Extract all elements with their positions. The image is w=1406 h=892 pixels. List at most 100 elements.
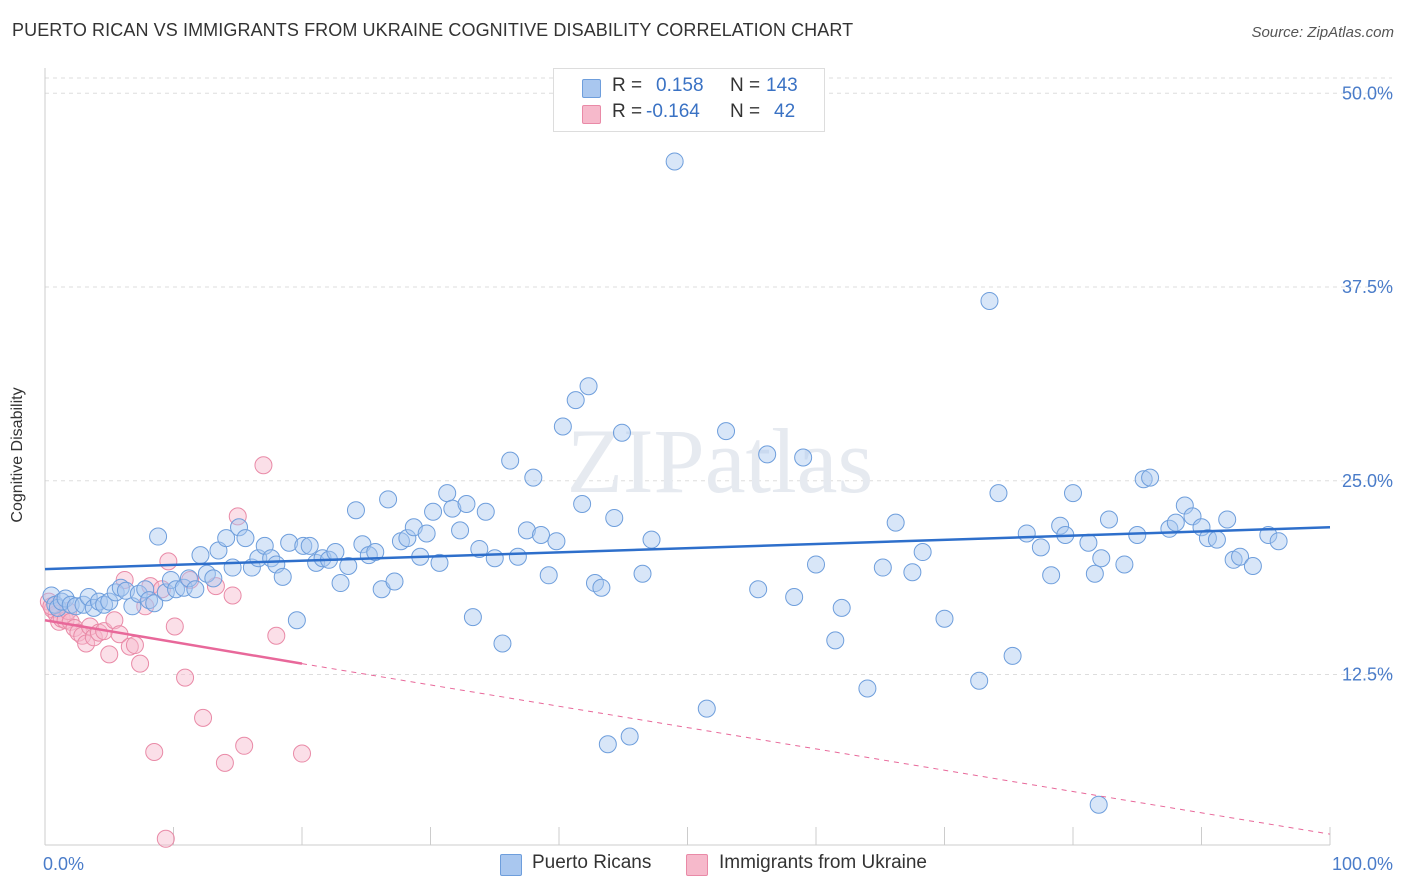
legend-swatch-ukraine <box>582 105 601 124</box>
legend-r-label: R = <box>612 75 643 96</box>
data-point-puerto-rican <box>385 572 404 591</box>
data-point-ukraine <box>267 626 286 645</box>
legend-n-value: 42 <box>774 101 796 122</box>
data-point-puerto-rican <box>989 484 1008 503</box>
data-point-puerto-rican <box>438 484 457 503</box>
data-point-puerto-rican <box>204 569 223 588</box>
y-tick-label: 37.5% <box>1342 277 1393 297</box>
y-tick-label: 12.5% <box>1342 665 1393 685</box>
source-label: Source: ZipAtlas.com <box>1251 24 1394 41</box>
data-point-puerto-rican <box>1092 549 1111 568</box>
data-point-puerto-rican <box>1218 510 1237 529</box>
data-point-puerto-rican <box>642 530 661 549</box>
watermark: ZIPatlas <box>567 410 874 512</box>
data-point-ukraine <box>125 636 144 655</box>
data-point-puerto-rican <box>873 558 892 577</box>
data-point-puerto-rican <box>633 564 652 583</box>
data-point-puerto-rican <box>665 152 684 171</box>
data-point-puerto-rican <box>547 532 566 551</box>
data-point-puerto-rican <box>1141 468 1160 487</box>
data-point-puerto-rican <box>197 564 216 583</box>
data-point-puerto-rican <box>1259 526 1278 544</box>
legend-r-label: R = <box>612 101 643 122</box>
data-point-ukraine <box>215 753 234 772</box>
data-point-puerto-rican <box>1031 538 1050 557</box>
data-point-puerto-rican <box>417 524 436 543</box>
data-point-puerto-rican <box>424 502 443 521</box>
data-point-ukraine <box>165 617 184 636</box>
data-point-puerto-rican <box>1166 513 1185 532</box>
data-point-puerto-rican <box>620 727 639 746</box>
data-point-ukraine <box>223 586 242 605</box>
data-point-puerto-rican <box>903 563 922 582</box>
data-point-puerto-rican <box>236 529 255 548</box>
legend-label-puerto-ricans: Puerto Ricans <box>532 852 652 873</box>
data-point-puerto-rican <box>129 584 148 603</box>
data-point-puerto-rican <box>858 679 877 698</box>
data-point-puerto-rican <box>217 529 236 548</box>
data-point-puerto-rican <box>524 468 543 487</box>
data-point-puerto-rican <box>1134 470 1153 489</box>
data-point-puerto-rican <box>443 499 462 518</box>
data-point-puerto-rican <box>430 553 449 572</box>
data-point-puerto-rican <box>749 580 768 599</box>
data-point-puerto-rican <box>532 526 551 544</box>
data-point-puerto-rican <box>111 578 130 597</box>
data-point-puerto-rican <box>579 377 598 396</box>
data-point-puerto-rican <box>717 422 736 441</box>
data-point-puerto-rican <box>331 574 350 593</box>
data-point-puerto-rican <box>794 448 813 467</box>
legend-label-ukraine: Immigrants from Ukraine <box>719 852 927 873</box>
chart-title: PUERTO RICAN VS IMMIGRANTS FROM UKRAINE … <box>12 20 854 40</box>
legend-swatch-puerto-ricans <box>500 854 522 876</box>
y-tick-labels: 12.5% 25.0% 37.5% 50.0% <box>1342 83 1393 684</box>
data-point-puerto-rican <box>1042 566 1061 585</box>
data-point-ukraine <box>145 743 164 761</box>
gridlines <box>45 77 1392 675</box>
data-point-puerto-rican <box>379 490 398 509</box>
data-point-puerto-rican <box>95 595 114 614</box>
data-point-ukraine <box>293 744 311 763</box>
data-point-puerto-rican <box>294 536 313 555</box>
data-point-puerto-rican <box>179 569 198 588</box>
data-point-puerto-rican <box>339 557 358 575</box>
data-point-puerto-rican <box>605 508 624 527</box>
data-point-puerto-rican <box>463 608 482 627</box>
data-point-puerto-rican <box>553 417 572 436</box>
data-point-puerto-rican <box>980 291 999 310</box>
data-point-ukraine <box>176 668 195 687</box>
data-point-puerto-rican <box>1064 484 1082 503</box>
trend-lines <box>44 526 1331 835</box>
data-point-puerto-rican <box>1051 516 1070 535</box>
x-tick-label: 0.0% <box>43 854 84 874</box>
data-point-ukraine <box>100 645 119 664</box>
legend-n-value: 143 <box>766 75 798 96</box>
data-point-puerto-rican <box>100 592 119 611</box>
data-point-puerto-rican <box>136 580 155 599</box>
y-tick-label: 25.0% <box>1342 471 1393 491</box>
data-point-puerto-rican <box>457 495 476 513</box>
data-point-puerto-rican <box>1079 533 1098 552</box>
data-point-puerto-rican <box>913 543 932 562</box>
legend-r-value: -0.164 <box>646 101 700 122</box>
data-point-puerto-rican <box>451 521 470 540</box>
data-point-puerto-rican <box>935 609 954 628</box>
data-point-puerto-rican <box>79 588 98 606</box>
data-point-ukraine <box>105 611 124 630</box>
data-point-puerto-rican <box>970 671 989 690</box>
data-point-puerto-rican <box>758 445 777 464</box>
data-point-puerto-rican <box>1269 532 1288 551</box>
data-point-puerto-rican <box>1243 557 1262 575</box>
data-point-puerto-rican <box>280 533 299 552</box>
data-point-puerto-rican <box>573 495 592 513</box>
data-point-puerto-rican <box>592 578 611 597</box>
data-point-puerto-rican <box>89 592 108 611</box>
data-point-puerto-rican <box>697 699 716 718</box>
y-tick-label: 50.0% <box>1342 83 1393 103</box>
data-point-puerto-rican <box>1198 529 1217 548</box>
x-tick-labels: 0.0% 100.0% <box>43 854 1393 874</box>
data-point-puerto-rican <box>191 546 210 565</box>
data-point-puerto-rican <box>66 597 85 616</box>
data-point-ukraine <box>254 456 273 475</box>
